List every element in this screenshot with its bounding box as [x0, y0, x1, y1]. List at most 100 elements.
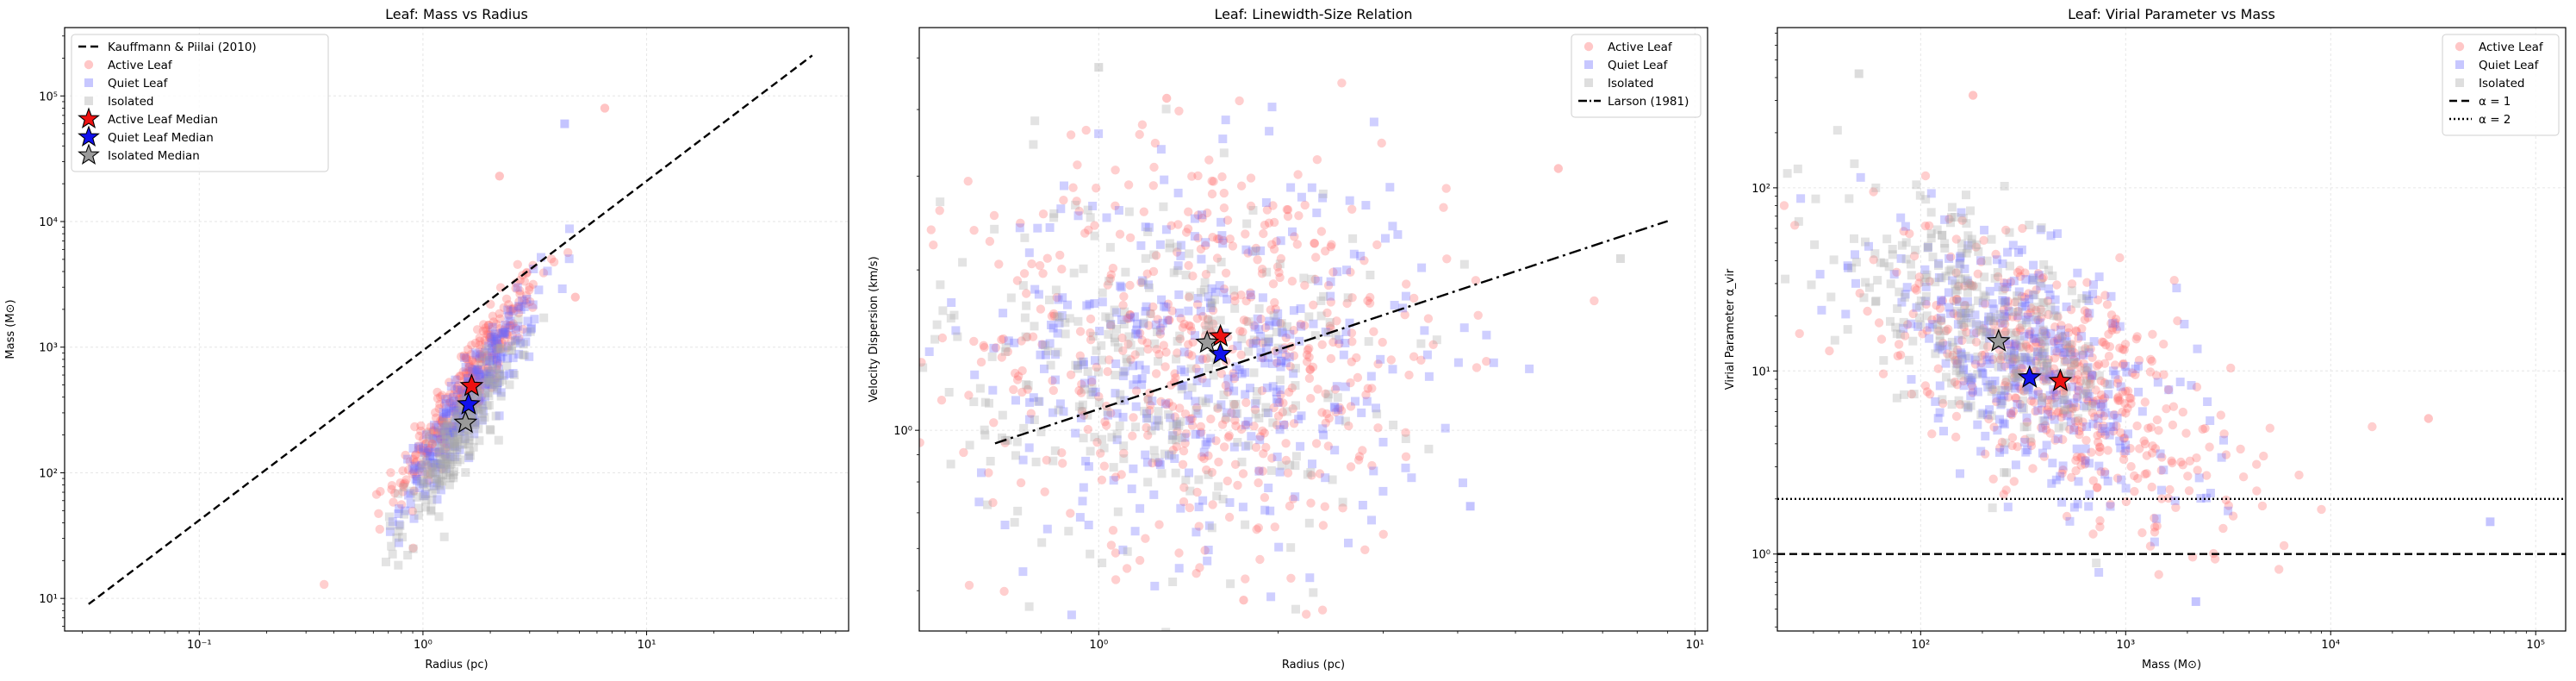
- data-point: [1238, 327, 1248, 337]
- data-point: [2083, 363, 2093, 372]
- data-point: [2168, 458, 2177, 468]
- data-point: [2030, 290, 2039, 299]
- legend-label: Quiet Leaf Median: [108, 131, 214, 145]
- data-point: [2100, 393, 2110, 403]
- data-point: [1953, 351, 1963, 360]
- data-point: [1378, 529, 1388, 539]
- data-point: [1290, 232, 1299, 241]
- data-point: [1899, 227, 1908, 236]
- data-point: [2216, 410, 2225, 420]
- data-point: [464, 345, 473, 354]
- data-point: [1896, 253, 1906, 263]
- data-point: [2038, 274, 2047, 284]
- data-point: [1129, 464, 1138, 473]
- data-point: [526, 324, 536, 334]
- data-point: [1179, 367, 1189, 377]
- data-point: [1303, 470, 1312, 479]
- data-point: [464, 447, 474, 456]
- data-point: [1119, 448, 1129, 458]
- data-point: [1148, 458, 1157, 468]
- data-point: [1029, 140, 1038, 149]
- data-point: [2089, 337, 2099, 347]
- data-point: [1212, 253, 1223, 263]
- data-point: [1275, 467, 1285, 477]
- data-point: [1981, 292, 1990, 302]
- data-point: [1055, 318, 1064, 328]
- data-point: [2116, 382, 2125, 391]
- data-point: [2025, 330, 2034, 340]
- data-point: [1274, 267, 1284, 278]
- data-point: [1372, 240, 1382, 250]
- data-point: [1125, 310, 1136, 320]
- data-point: [1306, 498, 1316, 508]
- data-point: [1214, 457, 1223, 467]
- data-point: [467, 355, 477, 365]
- data-point: [1323, 393, 1333, 403]
- data-point: [2086, 374, 2095, 384]
- data-point: [491, 334, 501, 343]
- data-point: [951, 326, 961, 335]
- data-point: [421, 495, 431, 504]
- data-point: [1916, 320, 1926, 329]
- data-point: [467, 391, 476, 401]
- data-point: [495, 378, 504, 386]
- data-point: [1201, 440, 1210, 449]
- data-point: [1273, 411, 1284, 421]
- data-point: [445, 473, 455, 483]
- data-point: [1963, 403, 1973, 413]
- data-point: [466, 412, 476, 422]
- data-point: [504, 300, 513, 309]
- data-point: [1274, 542, 1284, 552]
- data-point: [2274, 565, 2284, 574]
- data-point: [427, 439, 437, 449]
- data-point: [2159, 370, 2168, 379]
- data-point: [1304, 344, 1314, 353]
- data-point: [987, 352, 997, 361]
- data-point: [1058, 459, 1067, 468]
- data-point: [1926, 189, 1936, 198]
- data-point: [1291, 452, 1301, 461]
- data-point: [2140, 469, 2150, 479]
- data-point: [1219, 284, 1229, 294]
- data-point: [1997, 386, 2007, 395]
- legend-label: Active Leaf: [1608, 41, 1673, 54]
- data-point: [999, 334, 1008, 344]
- data-point: [2050, 322, 2060, 332]
- data-point: [1938, 338, 1948, 348]
- data-point: [409, 514, 419, 523]
- data-point: [1891, 322, 1901, 332]
- data-point: [1286, 543, 1296, 553]
- data-point: [1957, 330, 1967, 340]
- data-point: [1111, 201, 1120, 210]
- data-point: [421, 430, 431, 440]
- data-point: [1935, 341, 1944, 351]
- data-point: [2004, 382, 2013, 391]
- data-point: [1926, 234, 1936, 243]
- data-point: [469, 409, 478, 419]
- data-point: [488, 311, 498, 321]
- data-point: [2145, 367, 2156, 377]
- data-point: [1269, 217, 1279, 228]
- data-point: [2000, 420, 2009, 429]
- legend-swatch: [2455, 78, 2464, 87]
- data-point: [1086, 335, 1096, 345]
- data-point: [2000, 182, 2009, 191]
- data-point: [1173, 242, 1182, 252]
- data-point: [1202, 326, 1211, 335]
- data-point: [451, 424, 461, 434]
- data-point: [426, 469, 435, 479]
- data-point: [2018, 403, 2026, 413]
- data-point: [1017, 387, 1027, 397]
- data-point: [1078, 400, 1087, 409]
- data-point: [1061, 318, 1070, 328]
- data-point: [488, 373, 497, 383]
- data-point: [1489, 358, 1498, 367]
- data-point: [489, 332, 499, 341]
- data-point: [485, 356, 495, 365]
- data-point: [469, 442, 478, 452]
- data-point: [470, 358, 480, 367]
- data-point: [1258, 338, 1268, 348]
- data-point: [1322, 409, 1332, 419]
- data-point: [2206, 416, 2215, 425]
- data-point: [488, 341, 497, 352]
